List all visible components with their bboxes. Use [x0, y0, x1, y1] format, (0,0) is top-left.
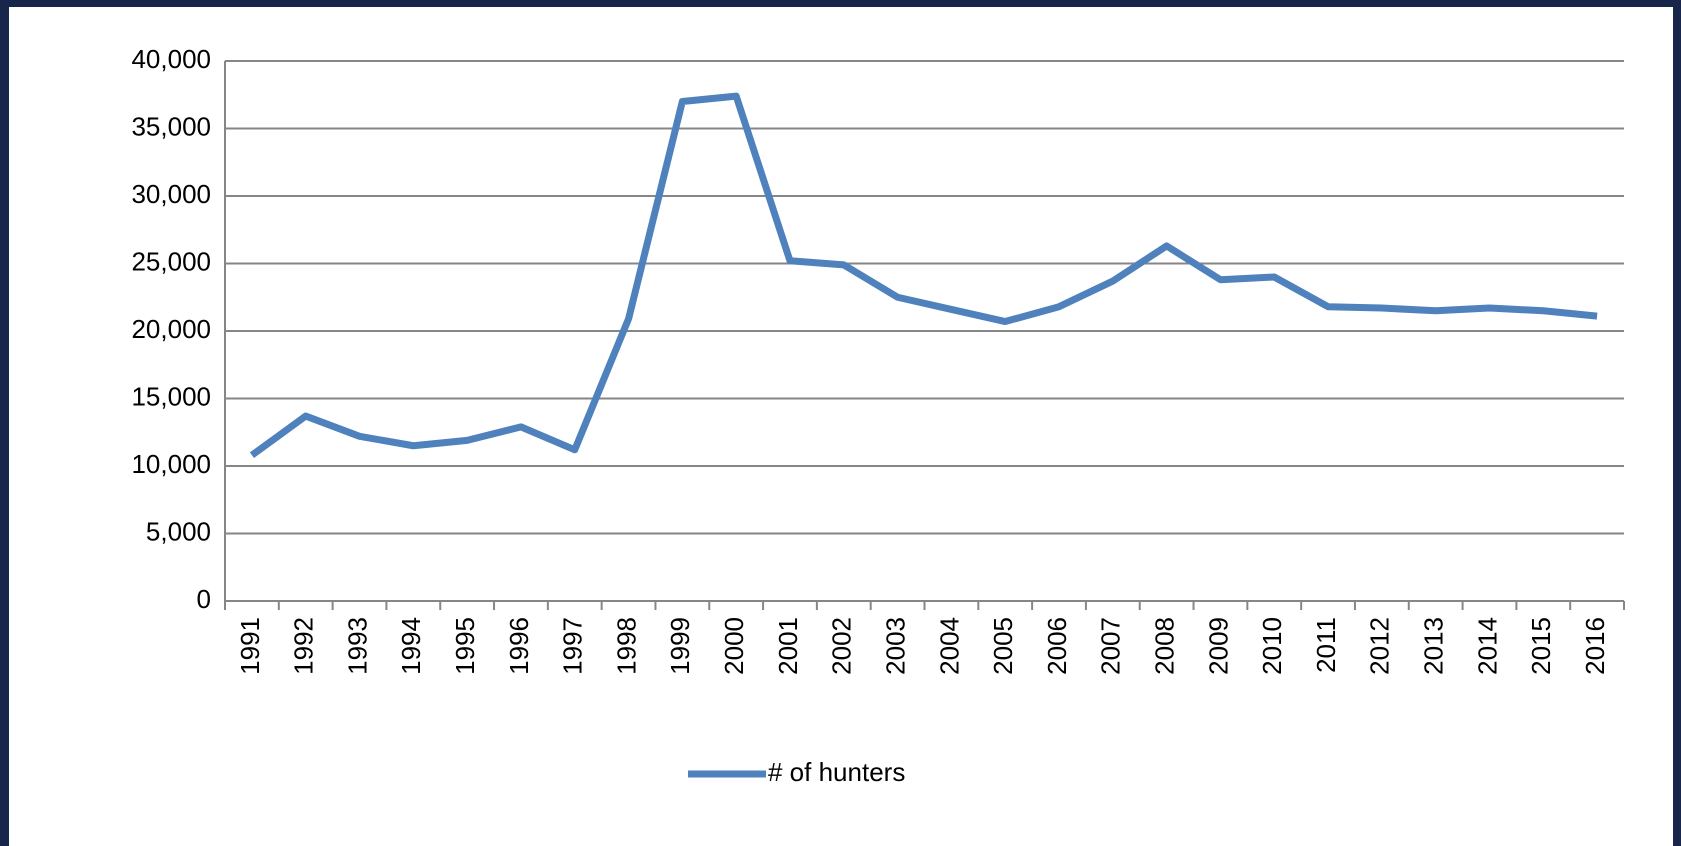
- x-tick-label: 1994: [396, 617, 426, 675]
- y-tick-label: 20,000: [131, 314, 211, 344]
- y-tick-label: 30,000: [131, 179, 211, 209]
- x-tick-label: 2006: [1042, 617, 1072, 675]
- y-tick-label: 35,000: [131, 111, 211, 141]
- legend-label: # of hunters: [768, 757, 905, 787]
- x-tick-label: 1993: [342, 617, 372, 675]
- x-tick-label: 1992: [289, 617, 319, 675]
- x-tick-label: 2003: [880, 617, 910, 675]
- x-tick-label: 2009: [1203, 617, 1233, 675]
- x-tick-label: 1999: [665, 617, 695, 675]
- x-tick-label: 2012: [1365, 617, 1395, 675]
- x-tick-label: 2014: [1472, 617, 1502, 675]
- x-tick-label: 1997: [558, 617, 588, 675]
- x-tick-label: 2001: [773, 617, 803, 675]
- x-tick-label: 2000: [719, 617, 749, 675]
- y-tick-label: 40,000: [131, 44, 211, 74]
- x-tick-label: 2004: [934, 617, 964, 675]
- x-tick-label: 2015: [1526, 617, 1556, 675]
- data-line: [249, 92, 1598, 459]
- x-tick-label: 2010: [1257, 617, 1287, 675]
- x-tick-label: 2008: [1150, 617, 1180, 675]
- x-tick-label: 1991: [235, 617, 265, 675]
- x-tick-label: 2016: [1580, 617, 1610, 675]
- x-tick-label: 2007: [1096, 617, 1126, 675]
- x-tick-label: 1998: [611, 617, 641, 675]
- x-tick-label: 2002: [827, 617, 857, 675]
- y-tick-label: 15,000: [131, 381, 211, 411]
- x-tick-label: 1996: [504, 617, 534, 675]
- y-tick-label: 0: [197, 584, 211, 614]
- y-tick-label: 10,000: [131, 449, 211, 479]
- x-tick-label: 1995: [450, 617, 480, 675]
- x-tick-label: 2011: [1311, 617, 1341, 673]
- x-tick-label: 2005: [988, 617, 1018, 675]
- y-tick-label: 25,000: [131, 246, 211, 276]
- chart-area: [9, 7, 1673, 846]
- x-tick-label: 2013: [1419, 617, 1449, 675]
- y-tick-label: 5,000: [146, 516, 211, 546]
